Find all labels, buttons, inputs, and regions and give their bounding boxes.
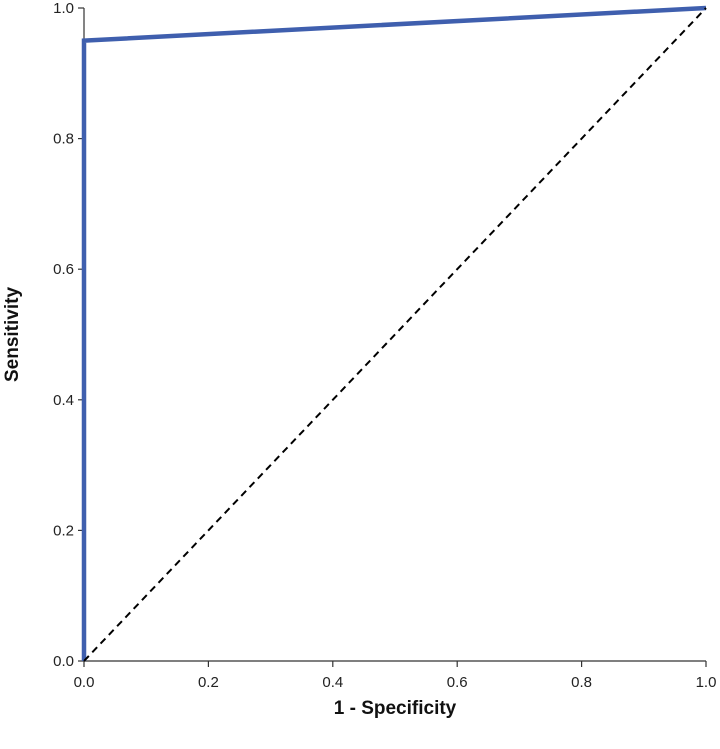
y-ticks: 0.0 0.2 0.4 0.6 0.8 1.0	[53, 0, 84, 670]
x-tick-label: 0.0	[74, 674, 95, 691]
x-tick-label: 0.2	[198, 674, 219, 691]
y-tick-label: 1.0	[53, 0, 74, 17]
x-ticks: 0.0 0.2 0.4 0.6 0.8 1.0	[74, 661, 717, 691]
x-tick-label: 0.6	[447, 674, 468, 691]
y-tick-label: 0.6	[53, 261, 74, 278]
x-tick-label: 1.0	[696, 674, 717, 691]
roc-curve-line	[81, 5, 707, 661]
y-tick-label: 0.8	[53, 131, 74, 148]
x-axis-title: 1 - Specificity	[334, 698, 457, 719]
x-tick-label: 0.4	[322, 674, 343, 691]
y-axis-title: Sensitivity	[2, 287, 23, 382]
y-tick-label: 0.2	[53, 522, 74, 539]
y-tick-label: 0.4	[53, 392, 74, 409]
reference-diagonal-line	[83, 7, 707, 662]
y-tick-label: 0.0	[53, 653, 74, 670]
x-tick-label: 0.8	[571, 674, 592, 691]
series-layer	[81, 5, 707, 662]
